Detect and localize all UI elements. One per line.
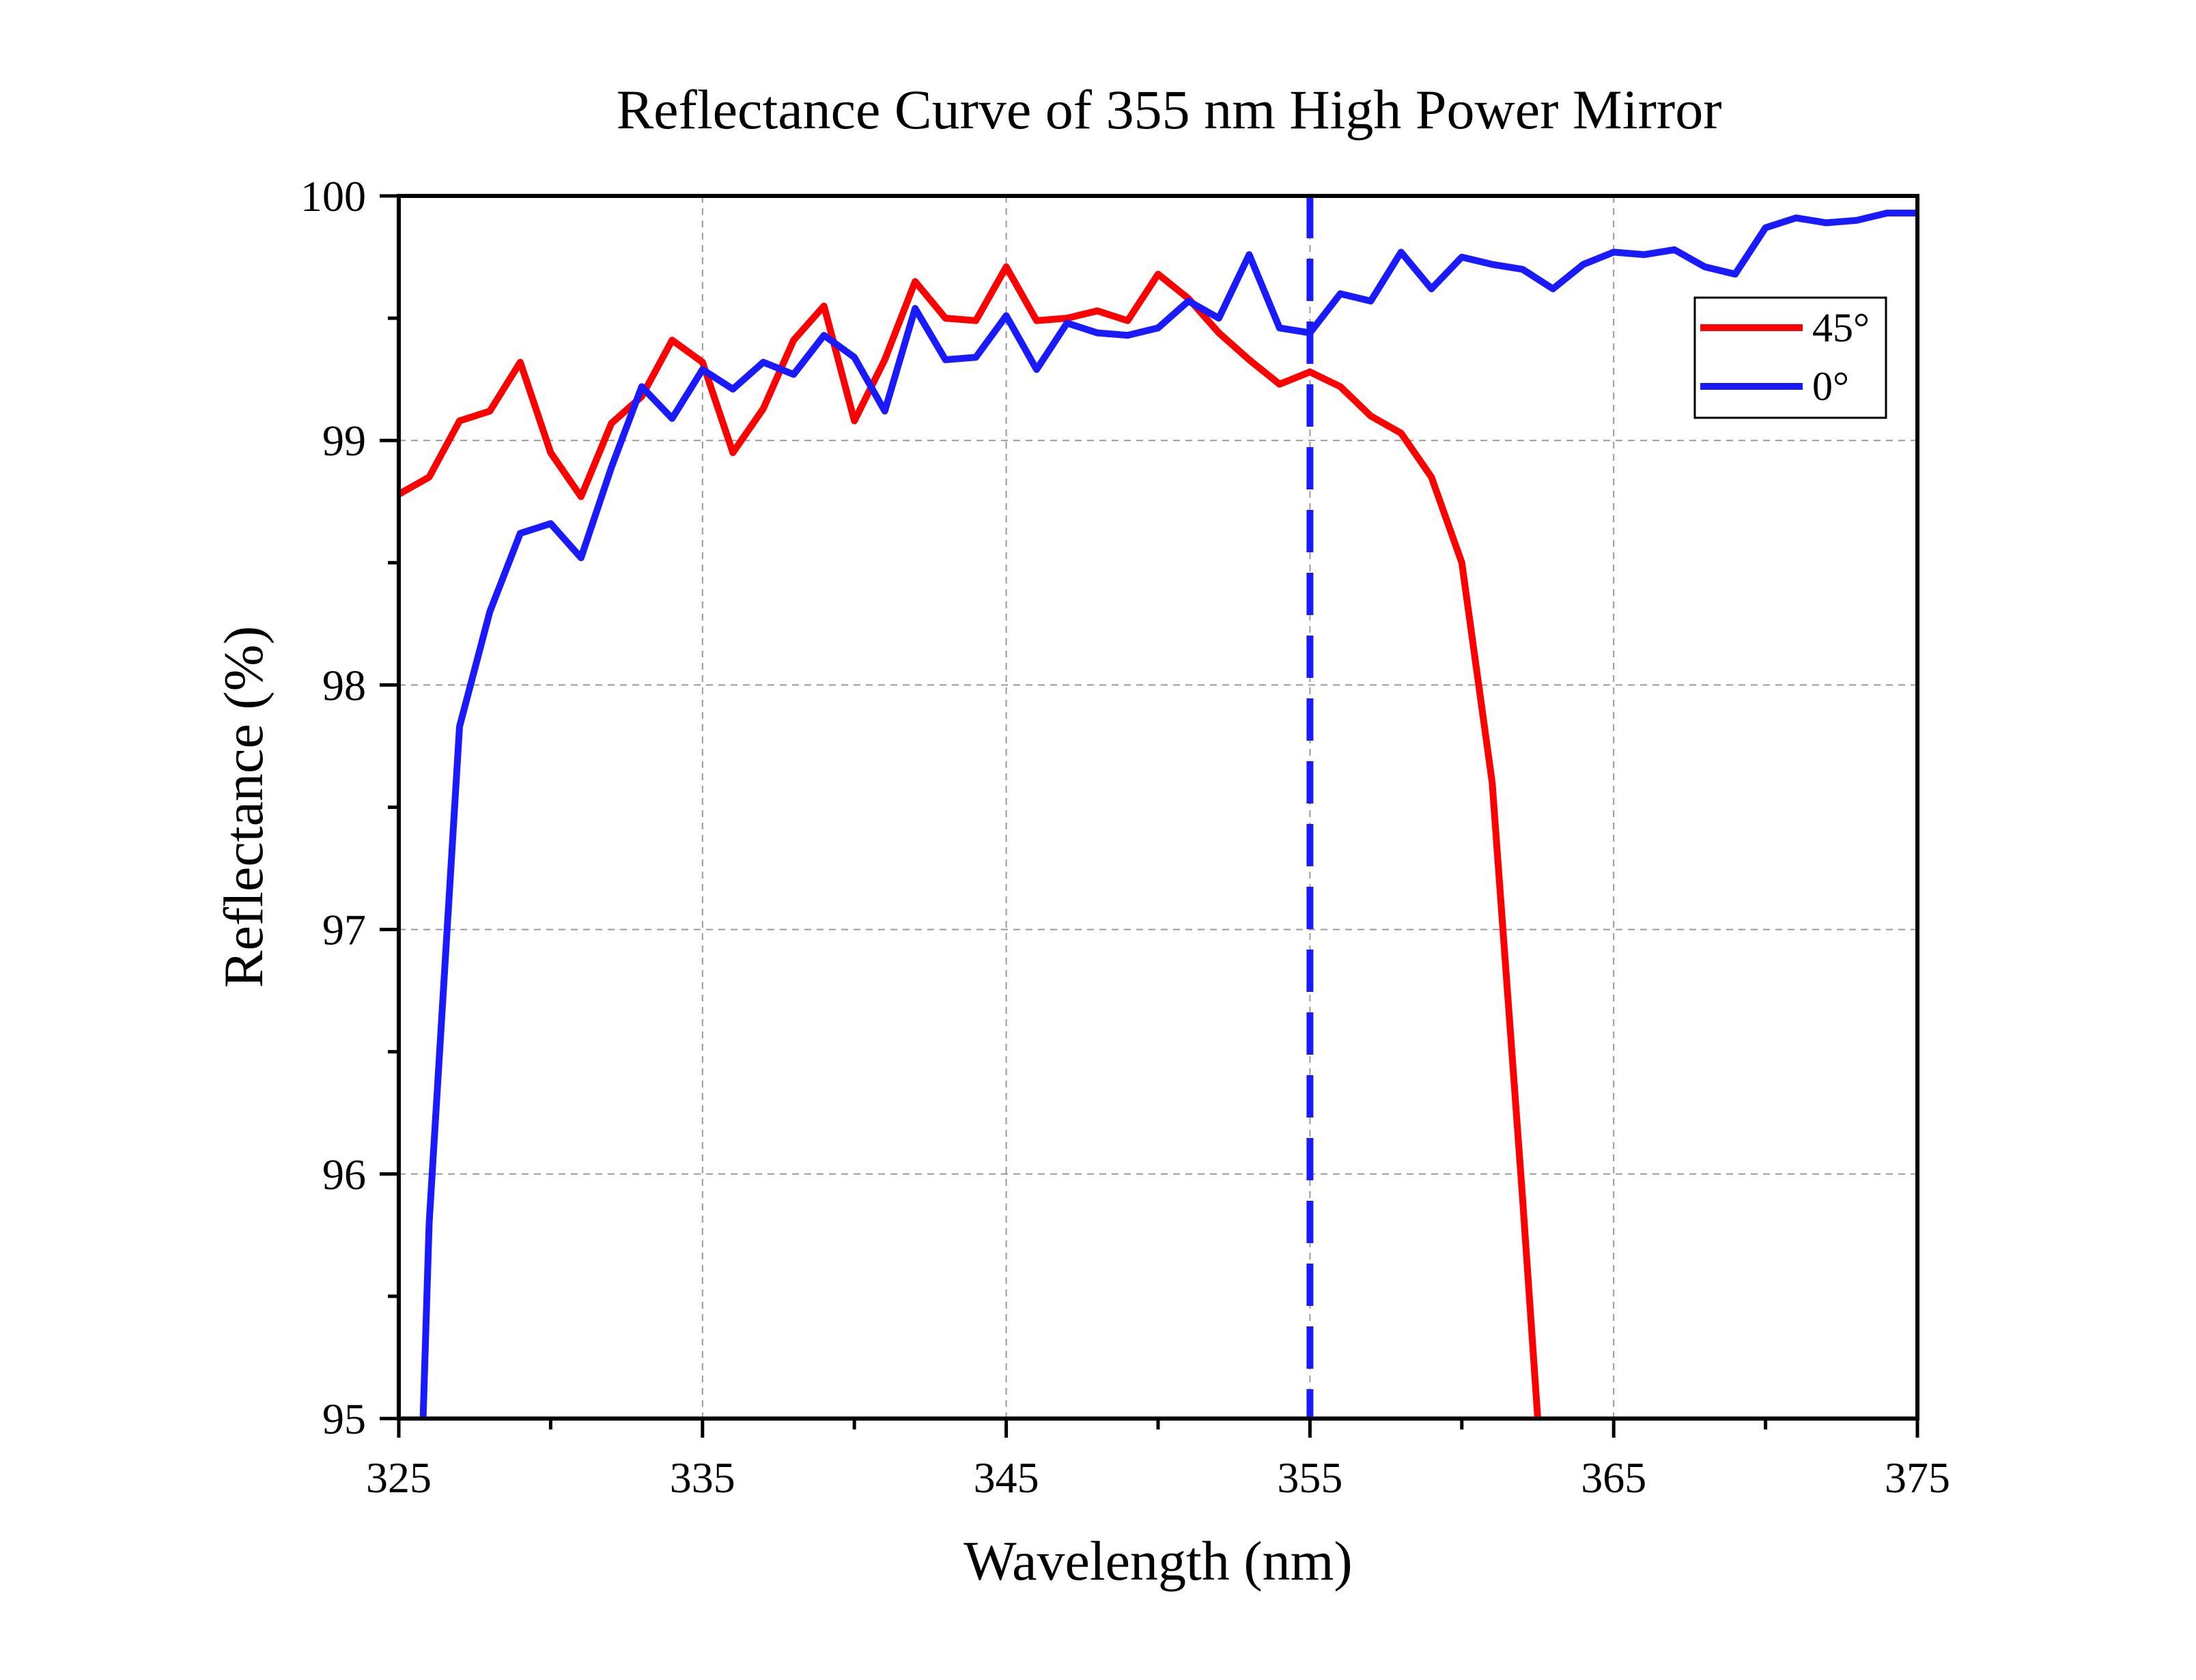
- legend-label-0: 0°: [1812, 364, 1849, 409]
- y-tick-label: 98: [322, 661, 366, 709]
- x-axis-label: Wavelength (nm): [963, 1530, 1352, 1592]
- plot-frame: [397, 194, 1919, 1421]
- y-tick-label: 99: [322, 416, 366, 465]
- series-layer: [397, 210, 1917, 1419]
- series-line-0deg: [419, 210, 1917, 1419]
- x-tick-label: 335: [670, 1453, 735, 1502]
- series-line-45deg: [397, 263, 1541, 1419]
- legend-box: [1693, 296, 1887, 419]
- x-tick-label: 345: [974, 1453, 1039, 1502]
- legend-label-45: 45°: [1812, 305, 1870, 350]
- grid-lines: [399, 196, 1917, 1419]
- axis-ticks: 325 335 345 355 365 375 95 96 97 98 99 100: [300, 172, 1950, 1502]
- chart-title: Reflectance Curve of 355 nm High Power M…: [616, 79, 1721, 141]
- y-axis-label: Reflectance (%): [212, 626, 274, 988]
- y-tick-label: 96: [322, 1150, 366, 1199]
- x-tick-label: 325: [366, 1453, 432, 1502]
- x-tick-label: 375: [1885, 1453, 1950, 1502]
- y-tick-label: 97: [322, 906, 366, 954]
- x-tick-label: 365: [1581, 1453, 1646, 1502]
- y-tick-label: 95: [322, 1395, 366, 1443]
- y-tick-label: 100: [300, 172, 366, 220]
- x-tick-label: 355: [1277, 1453, 1342, 1502]
- legend: 45° 0°: [1693, 296, 1887, 419]
